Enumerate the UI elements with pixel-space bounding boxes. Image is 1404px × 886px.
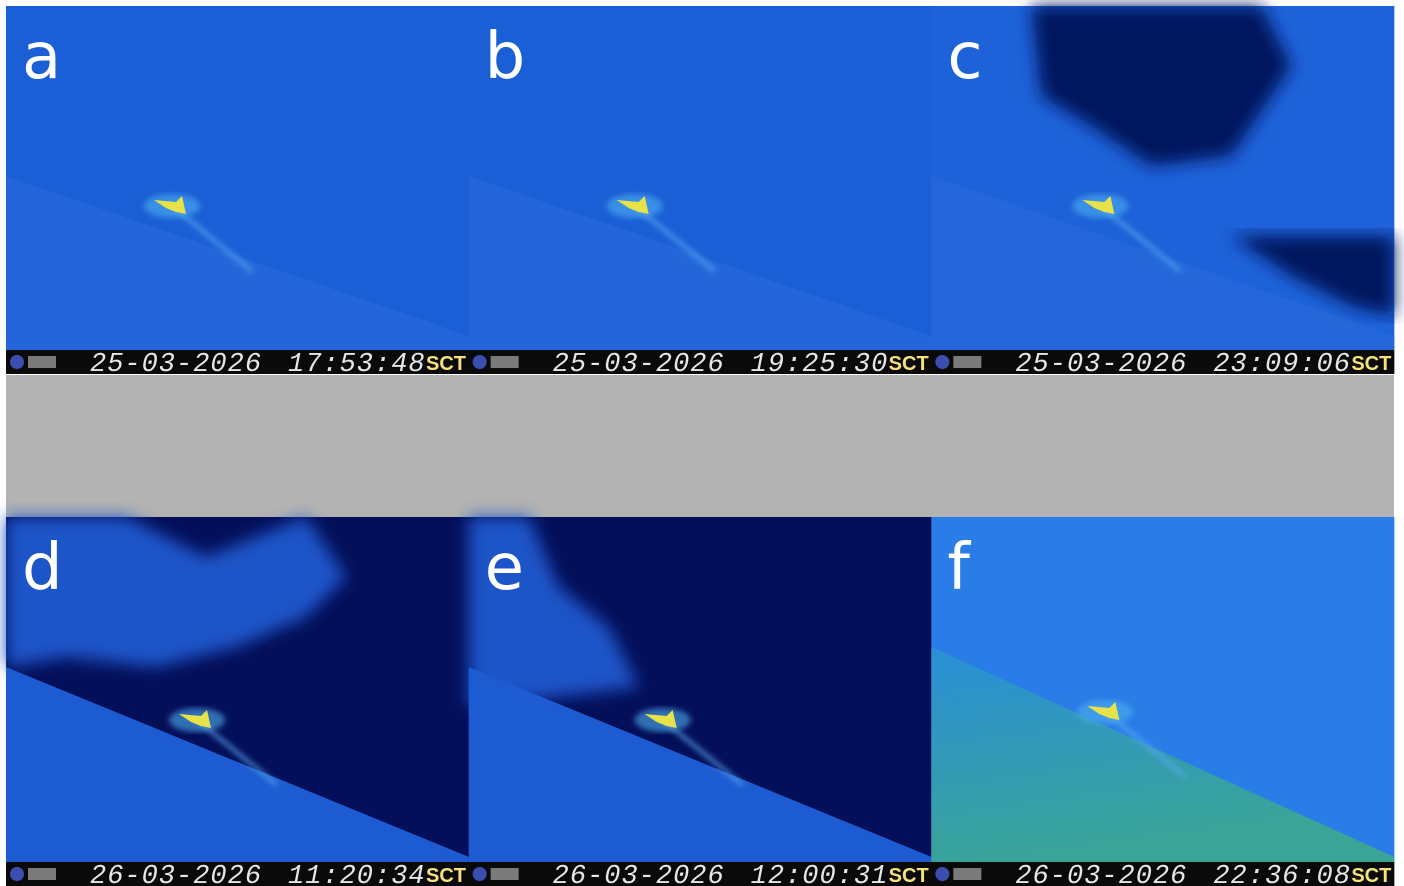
panel-label: f bbox=[947, 531, 971, 605]
panel-label: d bbox=[22, 531, 63, 605]
panel-label: a bbox=[22, 20, 61, 94]
logo-icon bbox=[10, 867, 24, 881]
timestamp-time: 12:00:31 bbox=[751, 862, 889, 886]
logo-icon bbox=[935, 867, 949, 881]
station-tag: SCT bbox=[889, 353, 929, 375]
timestamp-time: 23:09:06 bbox=[1213, 350, 1351, 380]
separator-band bbox=[6, 375, 1394, 517]
timestamp-date: 26-03-2026 bbox=[553, 862, 725, 886]
logo-icon bbox=[935, 355, 949, 369]
timestamp-date: 26-03-2026 bbox=[90, 862, 262, 886]
station-tag: SCT bbox=[426, 353, 466, 375]
logo-text bbox=[491, 356, 519, 368]
logo-text bbox=[953, 868, 981, 880]
logo-text bbox=[28, 868, 56, 880]
thermal-image-composite: a25-03-202617:53:48SCTb25-03-202619:25:3… bbox=[0, 0, 1404, 886]
timestamp-time: 17:53:48 bbox=[288, 350, 426, 380]
panel-label: e bbox=[485, 531, 524, 605]
timestamp-time: 19:25:30 bbox=[751, 350, 889, 380]
station-tag: SCT bbox=[889, 865, 929, 886]
panel-label: c bbox=[947, 20, 982, 94]
panel-label: b bbox=[485, 20, 526, 94]
logo-text bbox=[491, 868, 519, 880]
station-tag: SCT bbox=[1351, 865, 1391, 886]
station-tag: SCT bbox=[426, 865, 466, 886]
timestamp-date: 25-03-2026 bbox=[553, 350, 725, 380]
logo-text bbox=[28, 356, 56, 368]
timestamp-date: 25-03-2026 bbox=[90, 350, 262, 380]
logo-icon bbox=[473, 867, 487, 881]
logo-icon bbox=[473, 355, 487, 369]
timestamp-date: 26-03-2026 bbox=[1015, 862, 1187, 886]
timestamp-date: 25-03-2026 bbox=[1015, 350, 1187, 380]
timestamp-time: 11:20:34 bbox=[288, 862, 426, 886]
station-tag: SCT bbox=[1351, 353, 1391, 375]
logo-text bbox=[953, 356, 981, 368]
logo-icon bbox=[10, 355, 24, 369]
timestamp-time: 22:36:08 bbox=[1213, 862, 1351, 886]
